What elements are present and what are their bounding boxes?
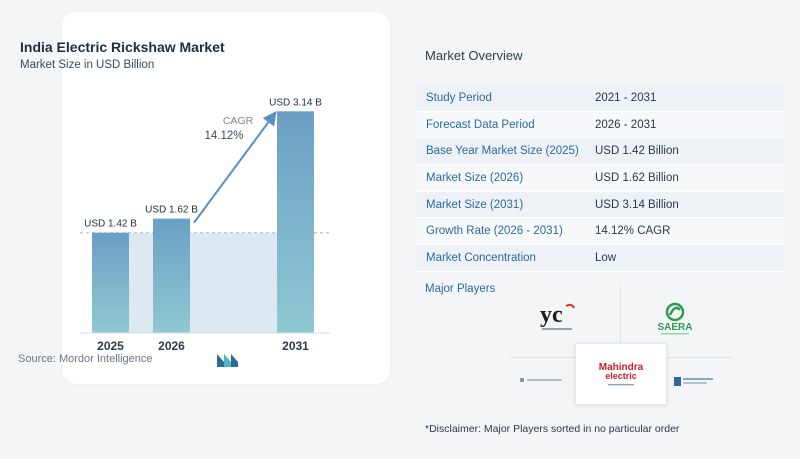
overview-row: Market Size (2026) USD 1.62 Billion (416, 165, 784, 192)
major-players-label: Major Players (425, 283, 496, 295)
divider (620, 286, 621, 346)
mahindra-card (575, 343, 667, 405)
yc-logo: yc (540, 302, 575, 330)
overview-title: Market Overview (425, 48, 523, 63)
x-tick-2026: 2026 (158, 339, 185, 353)
row-value: Low (595, 251, 617, 264)
player-logo-small (520, 378, 562, 382)
overview-row: Market Size (2031) USD 3.14 Billion (416, 191, 784, 219)
svg-text:SAERA: SAERA (657, 322, 692, 333)
svg-text:electric: electric (605, 371, 637, 381)
bar-2026 (153, 218, 190, 333)
row-value: 14.12% CAGR (595, 225, 671, 238)
bar-2031 (277, 111, 314, 333)
row-value: 2026 - 2031 (595, 118, 657, 131)
data-label-2026: USD 1.62 B (145, 205, 198, 216)
x-tick-2025: 2025 (97, 339, 124, 353)
overview-row: Base Year Market Size (2025) USD 1.42 Bil… (416, 138, 784, 166)
mordor-logo-icon (217, 354, 238, 367)
overview-row: Forecast Data Period 2026 - 2031 (416, 111, 784, 139)
svg-text:Mahindra: Mahindra (599, 362, 644, 373)
chart-title: India Electric Rickshaw Market (20, 39, 225, 55)
overview-row: Market Concentration Low (416, 245, 784, 272)
cagr-label: CAGR (223, 115, 254, 127)
chart-subtitle: Market Size in USD Billion (20, 59, 155, 71)
market-size-chart: USD 1.42 B 2025 USD 1.62 B 2026 USD 3.14 B 20… (80, 97, 330, 353)
mahindra-logo: Mahindra electric (599, 362, 644, 386)
row-label: Market Size (2026) (426, 171, 524, 184)
row-label: Market Size (2031) (426, 198, 524, 211)
row-label: Market Concentration (426, 251, 536, 264)
disclaimer-text: *Disclaimer: Major Players sorted in no … (425, 423, 680, 435)
row-value: USD 3.14 Billion (595, 198, 679, 211)
data-label-2031: USD 3.14 B (269, 97, 322, 108)
row-value: USD 1.42 Billion (595, 145, 679, 158)
row-value: USD 1.62 Billion (595, 171, 679, 184)
cagr-value: 14.12% (204, 130, 243, 142)
row-label: Base Year Market Size (2025) (426, 145, 579, 158)
overview-table: Study Period 2021 - 2031 Forecast Data Pe… (416, 85, 784, 272)
bar-2025 (92, 232, 129, 333)
row-label: Study Period (426, 91, 492, 104)
player-logo-small (674, 377, 713, 386)
row-label: Growth Rate (2026 - 2031) (426, 225, 563, 238)
overview-row: Study Period 2021 - 2031 (416, 85, 784, 112)
chart-source: Source: Mordor Intelligence (18, 353, 153, 365)
overview-row: Growth Rate (2026 - 2031) 14.12% CAGR (416, 218, 784, 246)
cagr-arrow (193, 111, 277, 224)
data-label-2025: USD 1.42 B (84, 219, 137, 230)
x-tick-2031: 2031 (282, 339, 309, 353)
row-label: Forecast Data Period (426, 118, 535, 131)
row-value: 2021 - 2031 (595, 91, 657, 104)
saera-logo: SAERA (657, 302, 693, 335)
svg-text:yc: yc (540, 302, 563, 328)
